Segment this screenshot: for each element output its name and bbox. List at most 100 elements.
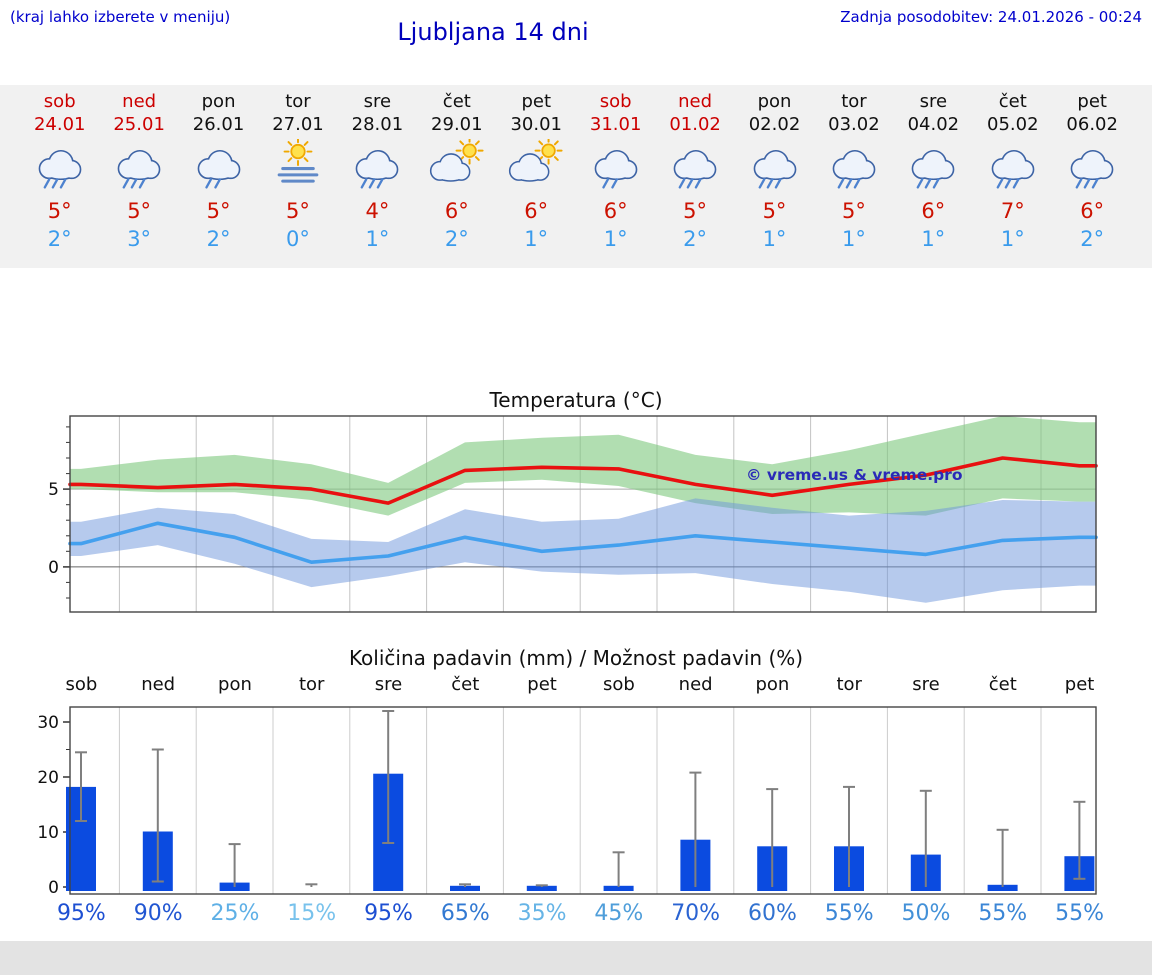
svg-text:5: 5 — [48, 480, 59, 500]
day-max-temp: 7° — [1000, 199, 1025, 223]
day-column-7: pet 30.01 6° 1° — [497, 85, 576, 268]
rain-icon — [655, 139, 734, 197]
svg-text:© vreme.us & vreme.pro: © vreme.us & vreme.pro — [746, 466, 962, 484]
precip-chart-title: Količina padavin (mm) / Možnost padavin … — [348, 646, 804, 670]
day-min-temp: 2° — [444, 227, 469, 251]
precip-day-labels: sob ned pon tor sre čet pet sob ned pon tor sre čet p… — [43, 674, 1118, 695]
day-column-10: pon 02.02 5° 1° — [735, 85, 814, 268]
precip-probability: 65% — [440, 901, 490, 926]
rain-icon-svg — [991, 149, 1035, 189]
day-max-temp: 5° — [47, 199, 72, 223]
sun-cloud-icon — [497, 139, 576, 197]
light-rain-icon — [179, 139, 258, 197]
sun-fog-icon — [258, 139, 337, 197]
day-date: 30.01 — [510, 114, 562, 135]
precip-day-label: pet — [527, 674, 557, 695]
light-rain-icon-svg — [197, 149, 240, 189]
day-max-temp: 6° — [1080, 199, 1105, 223]
day-min-temp: 0° — [286, 227, 310, 251]
day-min-temp: 1° — [841, 227, 866, 251]
svg-text:0: 0 — [48, 878, 59, 898]
day-max-temp: 5° — [206, 199, 231, 223]
precip-day-label: pet — [1064, 674, 1095, 695]
rain-icon-svg — [356, 149, 399, 189]
day-max-temp: 5° — [762, 199, 787, 223]
day-date: 02.02 — [748, 114, 801, 135]
day-date: 04.02 — [907, 114, 960, 135]
rain-icon — [20, 139, 99, 197]
day-date: 06.02 — [1066, 114, 1118, 135]
day-min-temp: 2° — [683, 227, 708, 251]
temperature-chart-svg: 0 5 © vreme.us & vreme.pro — [48, 415, 1098, 613]
day-name: pet — [1077, 91, 1107, 112]
last-updated: Zadnja posodobitev: 24.01.2026 - 00:24 — [840, 8, 1142, 26]
rain-icon — [99, 139, 178, 197]
precip-probability: 55% — [824, 901, 874, 926]
day-name: tor — [841, 91, 867, 112]
rain-icon-svg — [38, 149, 82, 189]
day-name: sre — [919, 91, 948, 112]
precip-day-label: sre — [912, 674, 940, 695]
day-min-temp: 1° — [524, 227, 549, 251]
day-name: ned — [122, 91, 157, 112]
day-column-11: tor 03.02 5° 1° — [814, 85, 893, 268]
rain-icon-svg — [912, 149, 955, 189]
day-name: čet — [442, 91, 471, 112]
day-column-6: čet 29.01 6° 2° — [417, 85, 496, 268]
precipitation-chart-svg: 0 10 20 30 — [37, 706, 1097, 898]
day-column-8: sob 31.01 6° 1° — [576, 85, 655, 268]
day-date: 01.02 — [669, 114, 721, 135]
light-rain-icon-svg — [594, 149, 637, 189]
day-date: 28.01 — [351, 114, 404, 135]
precip-day-label: tor — [836, 674, 862, 695]
day-min-temp: 1° — [762, 227, 787, 251]
day-max-temp: 6° — [603, 199, 628, 223]
precip-probability: 95% — [56, 901, 106, 926]
day-max-temp: 5° — [286, 199, 310, 223]
rain-icon — [338, 139, 417, 197]
temperature-chart: 0 5 © vreme.us & vreme.pro — [0, 412, 1152, 615]
sun-fog-icon-svg — [277, 139, 319, 183]
precip-probability: 60% — [747, 901, 797, 926]
day-name: sre — [363, 91, 392, 112]
day-date: 05.02 — [987, 114, 1039, 135]
rain-icon-svg — [832, 149, 876, 189]
rain-icon — [973, 139, 1052, 197]
day-column-5: sre 28.01 4° 1° — [338, 85, 417, 268]
rain-icon-svg — [117, 149, 161, 189]
day-date: 26.01 — [192, 114, 245, 135]
rain-icon — [735, 139, 814, 197]
day-max-temp: 5° — [683, 199, 708, 223]
sun-cloud-icon-svg — [429, 139, 484, 182]
precip-probability: 95% — [364, 901, 413, 926]
precip-probability: 25% — [210, 901, 260, 926]
precip-day-label: sre — [374, 674, 403, 695]
day-column-9: ned 01.02 5° 2° — [655, 85, 734, 268]
svg-text:0: 0 — [48, 558, 59, 578]
location-menu-hint: (kraj lahko izberete v meniju) — [10, 8, 231, 26]
day-name: ned — [678, 91, 713, 112]
day-min-temp: 1° — [603, 227, 628, 251]
day-name: pet — [521, 91, 552, 112]
light-rain-icon — [576, 139, 655, 197]
rain-icon — [894, 139, 973, 197]
temperature-chart-title: Temperatura (°C) — [489, 388, 663, 412]
day-name: čet — [998, 91, 1027, 112]
day-column-1: sob 24.01 5° 2° — [20, 85, 99, 268]
precip-probability: 15% — [287, 901, 337, 926]
day-min-temp: 1° — [921, 227, 946, 251]
bottom-bar — [0, 941, 1152, 975]
day-min-temp: 2° — [47, 227, 72, 251]
day-column-13: čet 05.02 7° 1° — [973, 85, 1052, 268]
day-column-3: pon 26.01 5° 2° — [179, 85, 258, 268]
precip-day-label: tor — [298, 674, 325, 695]
rain-icon — [1052, 139, 1131, 197]
precip-day-label: pon — [218, 674, 252, 695]
svg-text:30: 30 — [37, 713, 59, 733]
precip-day-label: ned — [678, 674, 713, 695]
day-min-temp: 2° — [1080, 227, 1105, 251]
precip-probability: 50% — [901, 901, 951, 926]
day-column-2: ned 25.01 5° 3° — [99, 85, 178, 268]
day-name: sob — [599, 91, 632, 112]
